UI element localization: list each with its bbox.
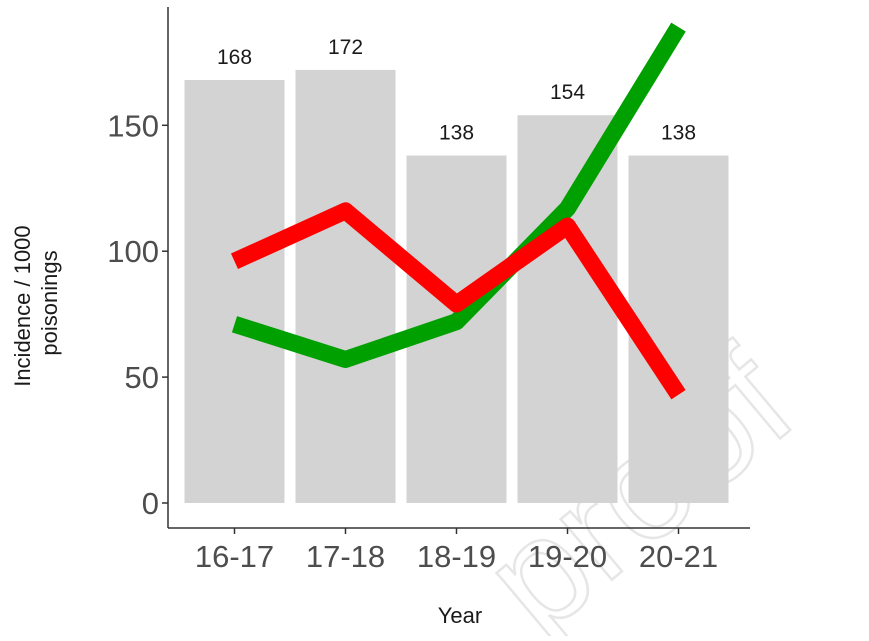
lines-layer [230,22,686,400]
y-ticks-layer: 0 50 100 150 [107,108,168,521]
y-axis-title-line-1: Incidence / 1000 [10,225,35,386]
x-axis-title: Year [438,603,482,628]
y-tick-label: 150 [107,108,159,143]
x-tick-label: 16-17 [195,539,274,574]
axes-layer [167,7,750,529]
series-line-1 [231,22,686,368]
bar [184,79,285,503]
y-tick-label: 50 [125,360,159,395]
y-axis-title-line-2: poisonings [37,250,62,355]
y-axis-title: Incidence / 1000 poisonings [10,219,62,387]
x-ticks-layer: 16-17 17-18 18-19 19-20 20-21 [195,528,718,574]
bar [517,115,618,503]
series-line-2 [230,202,686,400]
bar-value-label: 168 [217,46,252,69]
y-tick-label: 0 [142,486,159,521]
x-tick-label: 19-20 [528,539,607,574]
bar-value-label: 138 [661,122,696,145]
bar-value-label: 172 [328,36,363,59]
x-tick-label: 17-18 [306,539,385,574]
bar-value-label: 154 [550,81,585,104]
data-labels-layer: 168 172 138 154 138 [217,36,696,145]
bars-layer [184,69,729,504]
y-tick-label: 100 [107,234,159,269]
x-tick-label: 20-21 [639,539,718,574]
bar [295,69,396,504]
bar-value-label: 138 [439,122,474,145]
x-tick-label: 18-19 [417,539,496,574]
